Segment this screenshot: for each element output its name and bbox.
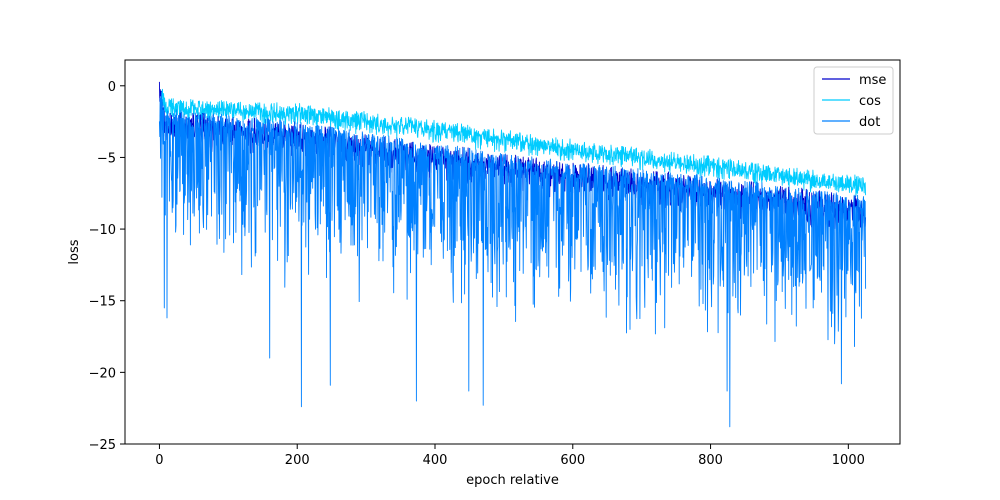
legend-label-cos: cos xyxy=(859,94,881,109)
y-tick-label: −20 xyxy=(89,366,116,381)
series-layer xyxy=(158,81,867,428)
legend: mse cos dot xyxy=(813,66,894,135)
y-tick-label: −25 xyxy=(89,438,116,453)
x-tick-label: 200 xyxy=(285,453,310,468)
x-axis: 0 200 400 600 800 1000 xyxy=(155,444,865,468)
y-tick-label: −10 xyxy=(89,223,116,238)
x-tick-label: 800 xyxy=(698,453,723,468)
legend-label-dot: dot xyxy=(859,115,880,130)
plot-frame xyxy=(124,59,901,445)
x-axis-label: epoch relative xyxy=(466,473,559,488)
x-tick-label: 400 xyxy=(423,453,448,468)
y-axis: 0 −5 −10 −15 −20 −25 xyxy=(89,80,125,453)
x-tick-label: 1000 xyxy=(832,453,865,468)
series-line-cos xyxy=(159,88,867,197)
x-tick-label: 600 xyxy=(560,453,585,468)
legend-label-mse: mse xyxy=(859,73,886,88)
y-tick-label: −5 xyxy=(97,151,116,166)
legend-box xyxy=(813,66,894,135)
y-axis-label: loss xyxy=(67,239,82,264)
y-tick-label: 0 xyxy=(108,80,116,95)
y-tick-label: −15 xyxy=(89,295,116,310)
x-tick-label: 0 xyxy=(155,453,163,468)
series-line-dot xyxy=(158,91,867,428)
